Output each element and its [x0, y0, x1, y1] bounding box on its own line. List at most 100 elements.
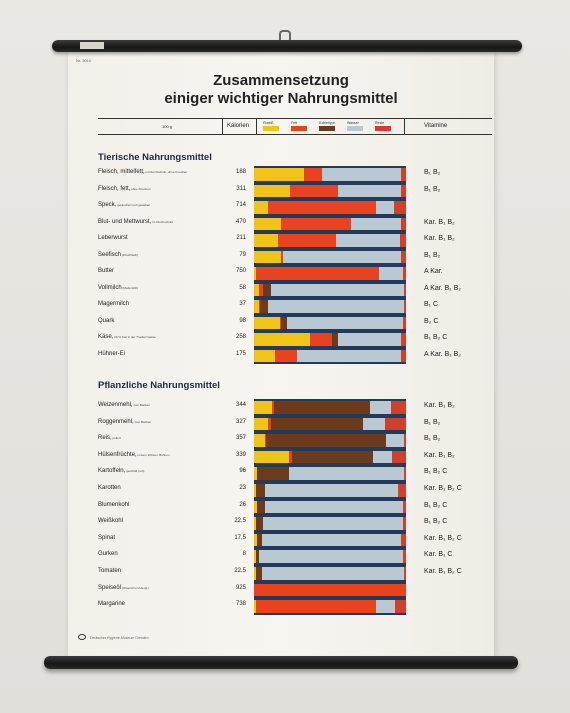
food-name: Roggenmehl, zum Backen: [98, 418, 152, 425]
legend-swatch-0: [263, 126, 279, 131]
bar-segment-fett: [288, 450, 292, 464]
bar-segment-kohlehydr: [255, 567, 262, 580]
kcal-value: 175: [235, 350, 246, 357]
composition-chart-0: [254, 166, 406, 364]
bar-segment-eiwei: [254, 567, 256, 580]
bar-segment-fett: [304, 168, 323, 181]
kcal-value: 23: [239, 485, 246, 491]
bar-segment-eiwei: [254, 300, 259, 313]
vitamine-label: Vitamine: [424, 123, 448, 129]
bar-segment-kohlehydr: [257, 467, 289, 480]
legend-label-4: Reste: [375, 121, 385, 125]
vitamin-list: Kar. B₁ B₂: [424, 402, 455, 409]
kcal-value: 211: [236, 235, 246, 241]
vitamin-list: A Kar.: [424, 268, 443, 275]
bar-segment-reste: [401, 349, 406, 362]
vitamin-list: Kar. B₁ B₂: [424, 451, 455, 459]
bar-segment-wasser: [337, 184, 402, 197]
bar-segment-fett: [255, 267, 379, 280]
bar-segment-reste: [392, 450, 406, 464]
bar-segment-kohlehydr: [273, 401, 370, 414]
bar-segment-fett: [281, 250, 283, 263]
bar-segment-wasser: [267, 300, 405, 313]
bar-segment-reste: [404, 300, 406, 313]
bar-segment-wasser: [264, 500, 403, 514]
bar-segment-fett: [272, 401, 274, 414]
vitamin-list: B₂ C: [424, 317, 439, 325]
bar-segment-eiwei: [254, 201, 268, 214]
legend-swatch-3: [347, 126, 363, 131]
food-name: Vollmilch (Markmilch): [98, 284, 139, 291]
nutrition-poster: Nr. 3010 Zusammensetzung einiger wichtig…: [68, 52, 494, 656]
bar-segment-kohlehydr: [263, 283, 271, 296]
bar-segment-kohlehydr: [266, 434, 387, 447]
portion-label: 100 g: [162, 124, 173, 129]
food-name: Blut- und Mettwurst, im Durchschnitt: [98, 218, 173, 225]
bar-segment-reste: [401, 333, 406, 346]
vitamin-list: A Kar. B₁ B₂: [424, 350, 461, 358]
vitamin-list: Kar. B₁ B₂ C: [424, 534, 462, 542]
vitamin-list: Kar. B₁ B₂ C: [424, 568, 462, 575]
top-rod: [52, 40, 522, 52]
kcal-value: 714: [235, 202, 246, 208]
bar-segment-reste: [401, 250, 406, 263]
legend-label-0: Eiweiß: [263, 121, 274, 125]
food-name: Seefisch (Frischfisch): [98, 251, 139, 258]
bar-segment-kohlehydr: [281, 316, 288, 329]
kcal-value: 98: [239, 317, 246, 324]
food-name: Tomaten: [98, 568, 122, 574]
food-name: Speiseöl (Olivenöl und dergl.): [98, 584, 149, 591]
bar-segment-fett: [264, 434, 267, 447]
bar-segment-reste: [404, 467, 406, 480]
bar-segment-kohlehydr: [255, 484, 265, 497]
food-name: Weißkohl: [98, 518, 123, 525]
bar-segment-reste: [401, 168, 406, 181]
food-name: Hülsenfrüchte, Linsen, Erbsen, Bohnen: [98, 451, 170, 458]
legend-swatch-4: [375, 126, 391, 131]
bar-segment-eiwei: [254, 401, 273, 414]
bar-segment-fett: [310, 333, 332, 346]
kcal-value: 344: [235, 402, 246, 408]
bar-segment-fett: [279, 316, 282, 329]
bar-segment-wasser: [270, 283, 405, 296]
bar-segment-eiwei: [254, 333, 311, 346]
bar-segment-eiwei: [254, 467, 258, 480]
bar-segment-kohlehydr: [255, 517, 264, 530]
bar-segment-wasser: [363, 417, 385, 431]
bar-segment-wasser: [336, 234, 400, 247]
bar-segment-reste: [384, 417, 406, 431]
vitamin-list: Kar. B₁ C: [424, 551, 453, 559]
bar-segment-reste: [401, 184, 406, 197]
food-name: Fleisch, mittelfett, im Durchschnitt, oh…: [98, 169, 188, 175]
bar-segment-kohlehydr: [257, 533, 262, 547]
composition-chart-1: [254, 399, 406, 615]
bar-segment-fett: [255, 600, 376, 613]
publisher-footer: Deutscher Hygiene-Museum Dresden: [78, 634, 149, 640]
vitamin-list: B₁ B₂ C: [424, 468, 448, 476]
bar-segment-eiwei: [254, 217, 282, 230]
bar-segment-reste: [393, 201, 406, 214]
kcal-value: 58: [239, 284, 246, 291]
vitamin-list: B₁ C: [424, 301, 439, 308]
bar-segment-eiwei: [254, 533, 258, 547]
bar-segment-eiwei: [254, 349, 276, 362]
bar-segment-wasser: [282, 250, 402, 263]
kcal-value: 22,5: [234, 518, 246, 525]
food-name: Reis, poliert: [98, 435, 121, 442]
bar-segment-fett: [290, 184, 338, 197]
bar-segment-wasser: [369, 401, 391, 414]
legend-label-3: Wasser: [347, 121, 359, 125]
food-name: Leberwurst: [98, 235, 128, 241]
bar-segment-reste: [402, 316, 406, 329]
bar-segment-reste: [401, 533, 406, 547]
bar-segment-eiwei: [254, 184, 291, 197]
food-name: Blumenkohl: [98, 501, 130, 508]
bar-segment-reste: [404, 283, 406, 296]
food-name: Gurken: [98, 551, 118, 558]
bar-segment-eiwei: [254, 250, 282, 263]
bar-segment-reste: [390, 401, 406, 414]
kcal-value: 357: [235, 435, 246, 442]
bar-segment-fett: [267, 201, 376, 214]
bar-segment-fett: [281, 217, 352, 230]
bar-segment-eiwei: [254, 484, 256, 497]
